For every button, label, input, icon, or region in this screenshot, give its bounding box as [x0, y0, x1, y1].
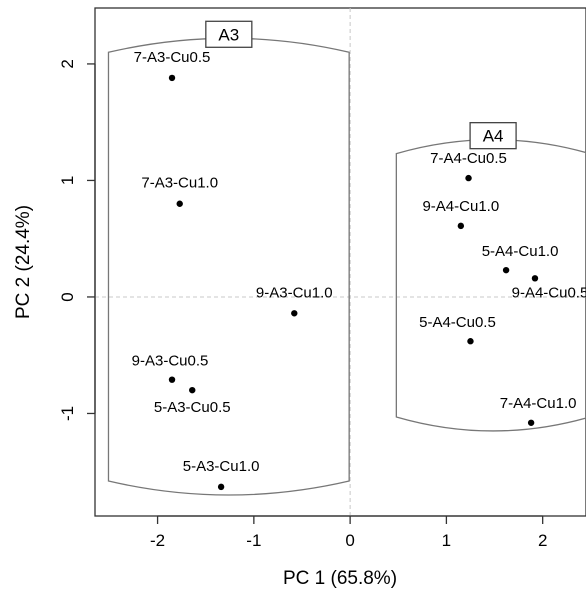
point-label-5-a3-cu0-5: 5-A3-Cu0.5 — [154, 399, 231, 416]
plot-frame — [94, 7, 586, 517]
y-tick-label: -1 — [58, 406, 77, 421]
point-9-a4-cu1-0 — [457, 222, 465, 230]
x-tick-label: 2 — [538, 531, 547, 550]
y-axis: -1 0 1 2 — [58, 59, 96, 421]
x-tick-label: 0 — [345, 531, 354, 550]
point-label-5-a4-cu0-5: 5-A4-Cu0.5 — [419, 314, 496, 331]
y-tick-label: 1 — [58, 176, 77, 185]
point-5-a4-cu1-0 — [502, 266, 510, 274]
x-axis-title: PC 1 (65.8%) — [283, 568, 397, 589]
point-label-9-a4-cu0-5: 9-A4-Cu0.5 — [512, 284, 586, 301]
data-points: 7-A3-Cu0.5 7-A3-Cu1.0 9-A3-Cu1.0 9-A3-Cu0.5… — [132, 49, 586, 491]
point-7-a4-cu0-5 — [465, 174, 472, 182]
point-label-7-a3-cu0-5: 7-A3-Cu0.5 — [134, 49, 211, 66]
group-label-a4: A4 — [483, 127, 504, 146]
point-label-7-a4-cu0-5: 7-A4-Cu0.5 — [430, 150, 507, 167]
group-label-a3: A3 — [218, 25, 239, 44]
point-label-7-a4-cu1-0: 7-A4-Cu1.0 — [500, 395, 577, 412]
group-outline-a4 — [395, 139, 586, 432]
reference-lines — [95, 8, 586, 516]
point-label-5-a4-cu1-0: 5-A4-Cu1.0 — [482, 243, 559, 260]
point-label-9-a3-cu1-0: 9-A3-Cu1.0 — [256, 284, 333, 301]
point-7-a3-cu1-0 — [176, 200, 183, 207]
point-9-a3-cu1-0 — [291, 310, 298, 317]
y-axis-title: PC 2 (24.4%) — [13, 205, 34, 319]
x-tick-label: -1 — [246, 531, 261, 550]
point-label-7-a3-cu1-0: 7-A3-Cu1.0 — [141, 175, 218, 192]
group-outlines: A3 A4 — [107, 20, 586, 496]
x-tick-label: -2 — [150, 531, 165, 550]
x-axis: -2 -1 0 1 2 — [150, 515, 547, 550]
point-5-a4-cu0-5 — [467, 338, 474, 345]
point-7-a4-cu1-0 — [527, 419, 535, 426]
point-label-5-a3-cu1-0: 5-A3-Cu1.0 — [183, 458, 260, 475]
point-label-9-a3-cu0-5: 9-A3-Cu0.5 — [132, 353, 209, 370]
y-tick-label: 0 — [58, 292, 77, 301]
point-5-a3-cu1-0 — [217, 483, 225, 491]
point-5-a3-cu0-5 — [189, 386, 196, 394]
y-tick-label: 2 — [58, 59, 77, 68]
point-9-a3-cu0-5 — [168, 376, 176, 383]
group-outline-a3 — [107, 37, 350, 496]
group-label-box-a3 — [205, 20, 253, 48]
point-label-9-a4-cu1-0: 9-A4-Cu1.0 — [422, 198, 499, 215]
point-9-a4-cu0-5 — [531, 275, 539, 282]
x-tick-label: 1 — [442, 531, 451, 550]
point-7-a3-cu0-5 — [168, 74, 176, 82]
group-label-box-a4 — [469, 122, 517, 150]
